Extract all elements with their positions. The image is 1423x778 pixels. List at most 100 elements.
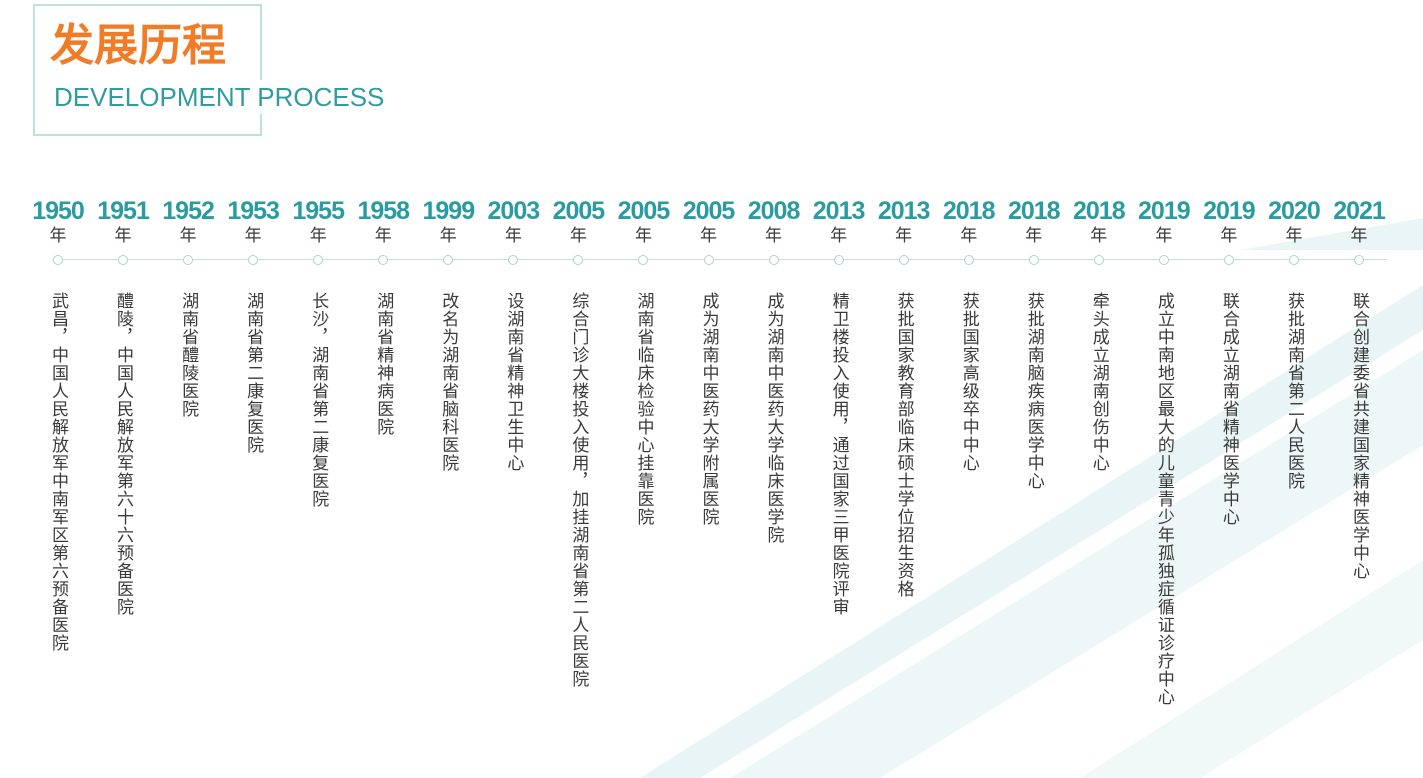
timeline-event: 醴陵，中国人民解放军第六十六预备医院 bbox=[113, 292, 134, 616]
timeline-entry: 2005 年综合门诊大楼投入使用，加挂湖南省第二人民医院 bbox=[546, 0, 610, 778]
timeline-year: 2018 bbox=[942, 197, 996, 225]
page-title: 发展历程 bbox=[50, 20, 226, 71]
timeline-dot bbox=[508, 255, 519, 265]
timeline-entry: 1955 年长沙，湖南省第二康复医院 bbox=[286, 0, 350, 778]
timeline-axis bbox=[52, 259, 1387, 260]
timeline-entry: 1958 年湖南省精神病医院 bbox=[351, 0, 415, 778]
timeline-event: 精卫楼投入使用，通过国家三甲医院评审 bbox=[828, 292, 849, 616]
timeline-dot bbox=[703, 255, 714, 265]
timeline-event: 获批湖南省第二人民医院 bbox=[1283, 292, 1304, 490]
timeline-year-unit: 年 bbox=[179, 226, 197, 246]
timeline-dot bbox=[833, 255, 844, 265]
timeline-entry: 2013 年获批国家教育部临床硕士学位招生资格 bbox=[872, 0, 936, 778]
timeline-dot bbox=[1028, 255, 1039, 265]
timeline-year-unit: 年 bbox=[895, 226, 913, 246]
timeline-year-unit: 年 bbox=[1285, 226, 1303, 246]
timeline-year-unit: 年 bbox=[960, 226, 978, 246]
timeline-year: 1999 bbox=[422, 197, 475, 225]
timeline-year: 2003 bbox=[487, 197, 541, 225]
timeline-entry: 2019 年联合成立湖南省精神医学中心 bbox=[1197, 0, 1261, 778]
timeline-event: 湖南省醴陵医院 bbox=[178, 292, 199, 418]
timeline-year-unit: 年 bbox=[1350, 226, 1368, 246]
timeline-event: 获批国家高级卒中中心 bbox=[958, 292, 979, 472]
timeline-event: 获批湖南脑疾病医学中心 bbox=[1023, 292, 1044, 490]
timeline-year: 1955 bbox=[292, 197, 345, 225]
timeline-year-unit: 年 bbox=[504, 226, 522, 246]
timeline-entry: 2018 年牵头成立湖南创伤中心 bbox=[1067, 0, 1131, 778]
timeline-entry: 2003 年设湖南省精神卫生中心 bbox=[481, 0, 545, 778]
timeline-year: 2018 bbox=[1072, 197, 1126, 225]
timeline-entry: 1950 年武昌，中国人民解放军中南军区第六预备医院 bbox=[26, 0, 90, 778]
timeline-dot bbox=[573, 255, 584, 265]
timeline-entry: 1951 年醴陵，中国人民解放军第六十六预备医院 bbox=[91, 0, 155, 778]
timeline-entry: 2008 年成为湖南中医药大学临床医学院 bbox=[742, 0, 806, 778]
timeline-entry: 2021 年联合创建委省共建国家精神医学中心 bbox=[1327, 0, 1391, 778]
timeline-event: 综合门诊大楼投入使用，加挂湖南省第二人民医院 bbox=[568, 292, 589, 688]
timeline-dot bbox=[1288, 255, 1299, 265]
timeline-year: 2021 bbox=[1333, 197, 1386, 225]
timeline-year: 2005 bbox=[617, 197, 671, 225]
timeline-event: 湖南省精神病医院 bbox=[373, 292, 394, 436]
timeline-entry: 2018 年获批湖南脑疾病医学中心 bbox=[1002, 0, 1066, 778]
timeline-year: 1951 bbox=[97, 197, 150, 225]
timeline-year: 2013 bbox=[812, 197, 866, 225]
timeline-year: 2008 bbox=[747, 197, 801, 225]
timeline-dot bbox=[378, 255, 389, 265]
timeline-event: 成为湖南中医药大学附属医院 bbox=[698, 292, 719, 526]
timeline-dot bbox=[118, 255, 129, 265]
timeline-dot bbox=[898, 255, 909, 265]
timeline-dot bbox=[53, 255, 63, 265]
timeline-year-unit: 年 bbox=[700, 226, 717, 246]
timeline-event: 改名为湖南省脑科医院 bbox=[438, 292, 459, 472]
timeline-year-unit: 年 bbox=[830, 226, 848, 246]
timeline-event: 联合成立湖南省精神医学中心 bbox=[1218, 292, 1239, 526]
timeline-event: 获批国家教育部临床硕士学位招生资格 bbox=[893, 292, 914, 598]
timeline-year: 2005 bbox=[552, 197, 606, 225]
timeline-year-unit: 年 bbox=[49, 226, 67, 246]
timeline-dot bbox=[443, 255, 454, 265]
page-subtitle: DEVELOPMENT PROCESS bbox=[52, 80, 387, 114]
timeline-dot bbox=[768, 255, 779, 265]
timeline-year: 1950 bbox=[32, 197, 85, 225]
timeline-event: 成立中南地区最大的儿童青少年孤独症循证诊疗中心 bbox=[1153, 292, 1174, 706]
timeline-dot bbox=[963, 255, 974, 265]
timeline-event: 联合创建委省共建国家精神医学中心 bbox=[1349, 292, 1369, 580]
timeline-dot bbox=[248, 255, 259, 265]
timeline-entry: 2018 年获批国家高级卒中中心 bbox=[937, 0, 1001, 778]
timeline-year-unit: 年 bbox=[114, 226, 132, 246]
timeline-event: 设湖南省精神卫生中心 bbox=[503, 292, 524, 472]
timeline-event: 武昌，中国人民解放军中南军区第六预备医院 bbox=[48, 292, 68, 652]
timeline-year-unit: 年 bbox=[244, 226, 262, 246]
timeline-year: 2019 bbox=[1203, 197, 1256, 225]
timeline-entry: 2020 年获批湖南省第二人民医院 bbox=[1262, 0, 1326, 778]
timeline-dot bbox=[1223, 255, 1234, 265]
timeline-entry: 1952 年湖南省醴陵医院 bbox=[156, 0, 220, 778]
timeline-year: 1958 bbox=[357, 197, 410, 225]
timeline-year: 2020 bbox=[1268, 197, 1321, 225]
timeline-year-unit: 年 bbox=[1155, 226, 1173, 246]
timeline-entry: 1999 年改名为湖南省脑科医院 bbox=[416, 0, 480, 778]
timeline-entry: 2019 年成立中南地区最大的儿童青少年孤独症循证诊疗中心 bbox=[1132, 0, 1196, 778]
timeline-event: 成为湖南中医药大学临床医学院 bbox=[763, 292, 784, 544]
title-frame bbox=[33, 4, 262, 136]
timeline-event: 牵头成立湖南创伤中心 bbox=[1088, 292, 1109, 472]
timeline-year-unit: 年 bbox=[1090, 226, 1108, 246]
timeline-year-unit: 年 bbox=[1220, 226, 1238, 246]
timeline-year-unit: 年 bbox=[439, 226, 457, 246]
timeline-year-unit: 年 bbox=[569, 226, 587, 246]
timeline-entry: 2005 年湖南省临床检验中心挂靠医院 bbox=[611, 0, 675, 778]
timeline-entry: 1953 年湖南省第二康复医院 bbox=[221, 0, 285, 778]
timeline-year: 1952 bbox=[162, 197, 215, 225]
timeline-year-unit: 年 bbox=[1025, 226, 1043, 246]
timeline-event: 湖南省临床检验中心挂靠医院 bbox=[633, 292, 654, 526]
timeline-year-unit: 年 bbox=[309, 226, 327, 246]
timeline-dot bbox=[1093, 255, 1104, 265]
timeline-dot bbox=[183, 255, 194, 265]
timeline-year: 2018 bbox=[1007, 197, 1061, 225]
timeline-event: 长沙，湖南省第二康复医院 bbox=[308, 292, 329, 508]
timeline-year-unit: 年 bbox=[765, 226, 783, 246]
timeline-year: 1953 bbox=[227, 197, 280, 225]
timeline-dot bbox=[1354, 255, 1364, 265]
timeline-year: 2013 bbox=[877, 197, 931, 225]
timeline-year-unit: 年 bbox=[634, 226, 652, 246]
